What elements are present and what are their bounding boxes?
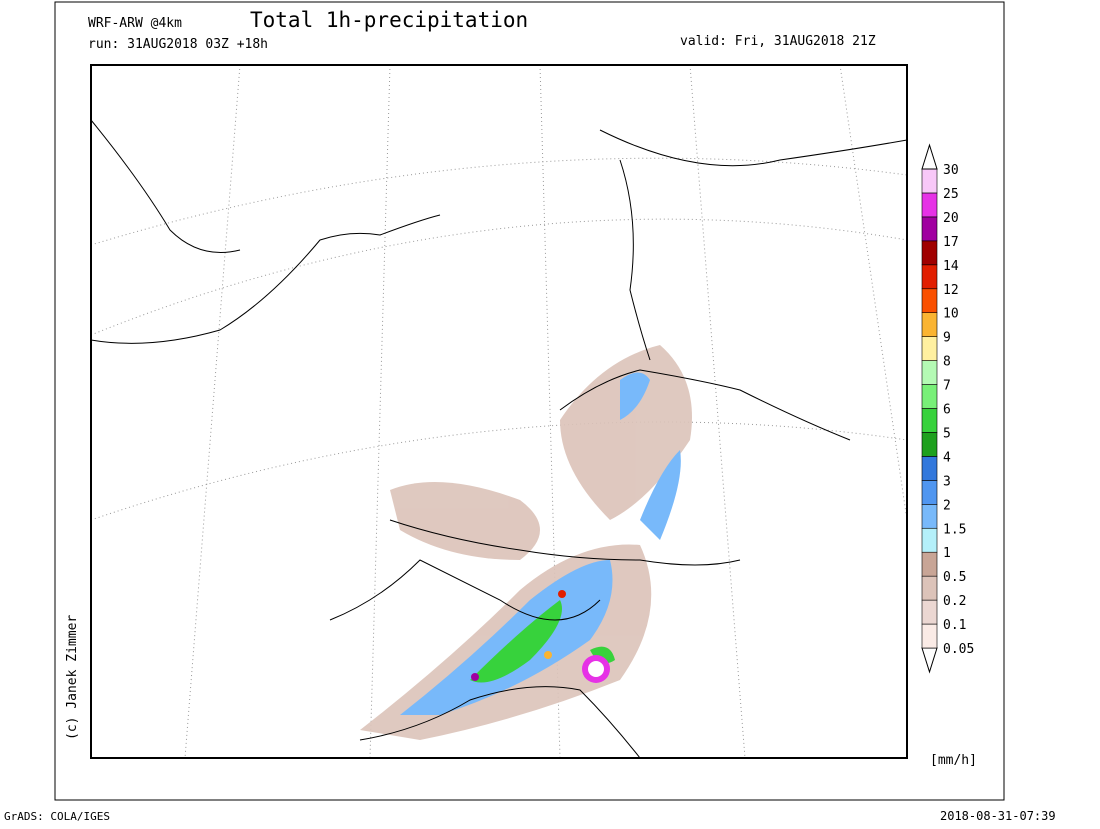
colorbar-label: 3: [943, 474, 951, 489]
colorbar-label: 1.5: [943, 522, 966, 537]
colorbar-label: 6: [943, 403, 951, 418]
colorbar-box: [921, 288, 938, 314]
colorbar-label: 30: [943, 163, 959, 178]
precip-extreme: [471, 590, 610, 683]
colorbar-box: [921, 575, 938, 601]
colorbar-box: [921, 480, 938, 505]
colorbar-box: [921, 551, 938, 577]
copyright: (c) Janek Zimmer: [65, 615, 80, 740]
colorbar-label: 5: [943, 426, 951, 441]
precip-moderate: [400, 372, 681, 715]
colorbar-label: 7: [943, 379, 951, 394]
model-label: WRF-ARW @4km: [88, 16, 182, 31]
colorbar-box: [921, 216, 938, 242]
run-label: run: 31AUG2018 03Z +18h: [88, 37, 268, 52]
colorbar-label: 14: [943, 259, 959, 274]
colorbar-box: [921, 623, 938, 649]
footer-left: GrADS: COLA/IGES: [4, 810, 110, 823]
colorbar-box: [921, 384, 938, 409]
colorbar-box: [921, 503, 938, 529]
colorbar-box: [921, 456, 938, 481]
colorbar-label: 4: [943, 450, 951, 465]
colorbar-label: 8: [943, 355, 951, 370]
colorbar-label: 25: [943, 187, 959, 202]
map: [90, 64, 908, 759]
colorbar-label: 0.2: [943, 594, 966, 609]
colorbar-box: [921, 432, 938, 457]
longitude-line: [839, 64, 908, 521]
colorbar-box: [921, 168, 938, 194]
colorbar-label: 17: [943, 235, 959, 250]
title: Total 1h-precipitation: [250, 8, 528, 32]
colorbar-triangle: [921, 143, 938, 170]
colorbar-label: 2: [943, 498, 951, 513]
colorbar-label: 0.05: [943, 642, 974, 657]
unit-label: [mm/h]: [930, 753, 977, 768]
colorbar-box: [921, 408, 938, 433]
graticule: [90, 64, 908, 759]
colorbar-label: 0.1: [943, 618, 966, 633]
colorbar-box: [921, 599, 938, 625]
footer-right: 2018-08-31-07:39: [940, 809, 1056, 823]
precip-heavy: [470, 600, 615, 683]
colorbar: 0.05 0.1 0.2 0.5 1 1.5 2 3 4 5 6 7 8 9 10 12 14 17 20 25 30: [921, 143, 974, 674]
colorbar-box: [921, 336, 938, 361]
valid-label: valid: Fri, 31AUG2018 21Z: [680, 34, 876, 49]
colorbar-label: 10: [943, 307, 959, 322]
colorbar-triangle: [921, 647, 938, 674]
colorbar-label: 9: [943, 331, 951, 346]
borders: [90, 119, 908, 759]
colorbar-label: 20: [943, 211, 959, 226]
colorbar-box: [921, 192, 938, 218]
page-frame: [54, 1, 1005, 801]
colorbar-box: [921, 527, 938, 553]
colorbar-label: 1: [943, 546, 951, 561]
colorbar-label: 12: [943, 283, 959, 298]
colorbar-box: [921, 240, 938, 266]
colorbar-box: [921, 312, 938, 337]
colorbar-label: 0.5: [943, 570, 966, 585]
colorbar-box: [921, 264, 938, 290]
map-frame: [90, 64, 908, 759]
colorbar-box: [921, 360, 938, 385]
